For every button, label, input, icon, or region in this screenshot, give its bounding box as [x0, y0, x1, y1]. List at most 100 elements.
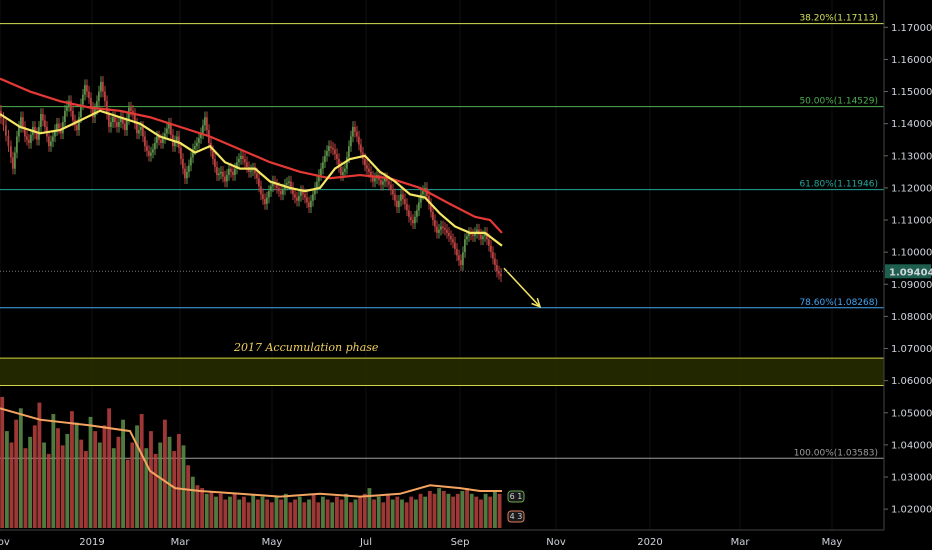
volume-bar — [460, 490, 465, 528]
candle-body — [288, 181, 290, 184]
candle-body — [392, 189, 394, 195]
price-tick-label: 1.06000 — [891, 376, 932, 387]
candle-body — [416, 210, 418, 217]
volume-bar — [400, 499, 404, 528]
volume-bar — [381, 502, 386, 528]
candle-body — [56, 123, 58, 131]
candle-body — [280, 191, 282, 195]
candle-body — [80, 104, 82, 118]
candle-body — [36, 133, 38, 140]
volume-bar — [18, 408, 23, 528]
price-tick-label: 1.15000 — [891, 87, 932, 98]
volume-bar — [144, 448, 149, 528]
price-tick-label: 1.09000 — [891, 280, 932, 291]
volume-bar — [153, 453, 158, 528]
price-candles — [0, 76, 502, 283]
volume-bar — [37, 402, 42, 528]
candle-body — [148, 150, 150, 156]
candle-body — [366, 165, 368, 169]
candle-body — [294, 194, 296, 198]
candle-body — [144, 136, 146, 147]
candle-body — [488, 239, 490, 246]
candle-body — [102, 81, 104, 92]
candle-body — [386, 178, 388, 182]
candle-body — [246, 162, 248, 168]
volume-bar — [423, 496, 428, 528]
candle-body — [466, 236, 468, 240]
candle-body — [436, 226, 438, 233]
volume-bar — [483, 493, 488, 528]
ema-fast-line — [0, 109, 503, 247]
candle-body — [5, 125, 7, 136]
price-tick-label: 1.10000 — [891, 248, 932, 259]
price-tick-label: 1.08000 — [891, 312, 932, 323]
volume-bar — [362, 493, 367, 528]
candle-body — [20, 117, 22, 127]
time-axis[interactable]: Nov 2019 Mar May Jul Sep Nov 2020 Mar May — [0, 529, 884, 548]
moving-averages — [0, 77, 503, 247]
price-tick-label: 1.11000 — [891, 216, 932, 227]
candle-body — [348, 146, 350, 158]
candle-body — [412, 220, 414, 224]
candle-body — [390, 184, 392, 190]
candle-body — [84, 85, 86, 95]
volume-bar — [372, 499, 376, 528]
time-tick-label: Nov — [0, 537, 10, 548]
volume-bar — [0, 396, 5, 528]
candle-body — [184, 168, 186, 179]
volume-bar — [311, 493, 316, 528]
candle-body — [292, 187, 294, 195]
volume-badges: 6 1 4 3 — [507, 490, 525, 523]
candle-body — [398, 200, 400, 208]
candle-body — [40, 114, 42, 127]
candle-body — [108, 114, 110, 127]
candle-body — [358, 136, 360, 145]
candle-body — [302, 191, 304, 195]
candle-body — [218, 173, 220, 176]
candle-body — [236, 162, 238, 169]
volume-ma-line — [0, 407, 502, 498]
time-tick-label: 2020 — [637, 537, 662, 548]
volume-bar — [209, 490, 214, 528]
candle-body — [88, 91, 90, 98]
candle-body — [240, 155, 242, 159]
candle-body — [332, 147, 334, 150]
candle-body — [334, 149, 336, 155]
volume-bar — [70, 411, 74, 528]
volume-bar — [251, 493, 256, 528]
candle-body — [152, 149, 154, 153]
candle-body — [456, 248, 458, 256]
candle-body — [216, 167, 218, 176]
candle-body — [444, 228, 446, 230]
candle-body — [484, 232, 486, 237]
candle-body — [454, 242, 456, 249]
candle-body — [286, 183, 288, 185]
volume-bar — [139, 414, 144, 528]
candle-body — [322, 162, 324, 169]
candle-body — [432, 212, 434, 221]
volume-bar — [255, 499, 260, 528]
candle-body — [318, 175, 320, 182]
accumulation-zone — [0, 357, 884, 386]
candle-body — [482, 236, 484, 240]
candle-body — [204, 117, 206, 126]
candle-body — [446, 229, 448, 233]
volume-bar — [9, 442, 14, 528]
candle-body — [330, 146, 332, 148]
candle-body — [194, 146, 196, 150]
current-price-text: 1.09404 — [889, 267, 932, 278]
volume-bar — [121, 419, 125, 528]
volume-bar — [204, 493, 209, 528]
candle-body — [226, 175, 228, 182]
candle-body — [64, 110, 66, 123]
volume-badge-box — [507, 510, 525, 523]
candle-body — [232, 171, 234, 176]
accumulation-zone-fill — [0, 358, 884, 386]
volume-bar — [111, 448, 116, 528]
candle-body — [10, 146, 12, 158]
candle-body — [146, 146, 148, 151]
candle-body — [126, 118, 128, 131]
time-tick-label: Mar — [171, 537, 191, 548]
candle-body — [464, 239, 466, 253]
